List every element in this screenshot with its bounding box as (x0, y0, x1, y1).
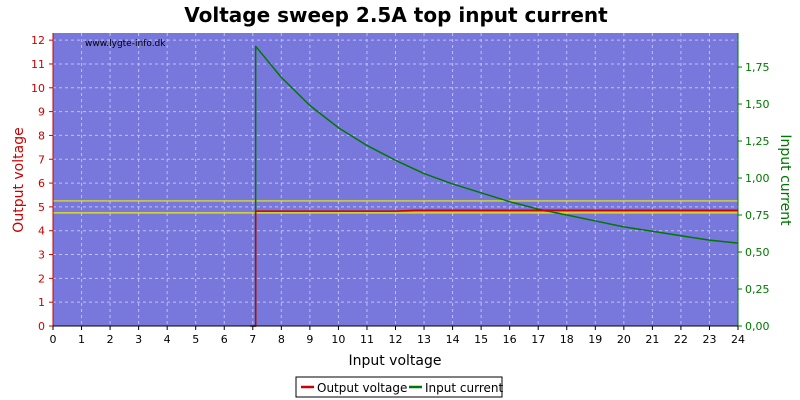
x-tick-label: 12 (389, 333, 403, 346)
y-left-tick-label: 2 (38, 272, 45, 285)
y-right-tick-label: 1,50 (745, 98, 770, 111)
y-left-tick-label: 11 (31, 58, 45, 71)
y-left-tick-label: 0 (38, 320, 45, 333)
y-right-tick-label: 1,75 (745, 61, 770, 74)
x-axis-label: Input voltage (348, 353, 441, 369)
chart-title: Voltage sweep 2.5A top input current (184, 3, 608, 27)
y-left-tick-label: 6 (38, 177, 45, 190)
y-left-tick-label: 12 (31, 34, 45, 47)
y-right-tick-label: 0,50 (745, 246, 770, 259)
watermark-text: www.lygte-info.dk (85, 39, 166, 49)
y-right-tick-label: 0,75 (745, 209, 770, 222)
y-left-tick-label: 5 (38, 201, 45, 214)
grid-lines (53, 33, 738, 326)
x-tick-label: 13 (417, 333, 431, 346)
x-tick-label: 23 (702, 333, 716, 346)
y-left-tick-label: 10 (31, 82, 45, 95)
legend-label-input-current: Input current (425, 381, 503, 395)
legend-label-output-voltage: Output voltage (317, 381, 407, 395)
x-tick-label: 0 (50, 333, 57, 346)
x-tick-label: 5 (192, 333, 199, 346)
x-tick-label: 11 (360, 333, 374, 346)
axes: 0 1 2 3 4 5 6 7 8 9 10 11 12 13 14 15 16 17 18 19 20 21 22 23 24… (31, 33, 770, 346)
series-line-output-voltage (249, 209, 738, 327)
x-tick-label: 4 (164, 333, 171, 346)
x-tick-label: 19 (588, 333, 602, 346)
x-tick-label: 8 (278, 333, 285, 346)
x-tick-label: 2 (107, 333, 114, 346)
legend: Output voltage Input current (295, 376, 503, 398)
y-axis-left-label: Output voltage (11, 127, 27, 232)
legend-box (295, 376, 503, 398)
x-tick-label: 14 (446, 333, 460, 346)
reference-lines (53, 200, 738, 214)
x-tick-label: 24 (731, 333, 745, 346)
y-left-tick-label: 3 (38, 249, 45, 262)
x-tick-label: 1 (78, 333, 85, 346)
x-tick-label: 18 (560, 333, 574, 346)
x-tick-label: 16 (503, 333, 517, 346)
series-line-input-current (252, 45, 739, 327)
x-tick-label: 10 (331, 333, 345, 346)
y-left-tick-label: 7 (38, 153, 45, 166)
x-tick-label: 3 (135, 333, 142, 346)
x-tick-label: 21 (645, 333, 659, 346)
series-layer (249, 45, 739, 327)
y-right-tick-label: 0,25 (745, 283, 770, 296)
x-tick-label: 22 (674, 333, 688, 346)
y-axis-right-label: Input current (777, 134, 793, 226)
y-right-tick-label: 0,00 (745, 320, 770, 333)
x-tick-label: 15 (474, 333, 488, 346)
x-tick-label: 7 (249, 333, 256, 346)
x-tick-label: 20 (617, 333, 631, 346)
y-right-tick-label: 1,25 (745, 135, 770, 148)
y-left-tick-label: 1 (38, 296, 45, 309)
x-tick-label: 9 (306, 333, 313, 346)
y-left-tick-label: 4 (38, 225, 45, 238)
y-right-tick-label: 1,00 (745, 172, 770, 185)
y-left-tick-label: 8 (38, 129, 45, 142)
y-left-tick-label: 9 (38, 106, 45, 119)
x-tick-label: 17 (531, 333, 545, 346)
x-tick-label: 6 (221, 333, 228, 346)
